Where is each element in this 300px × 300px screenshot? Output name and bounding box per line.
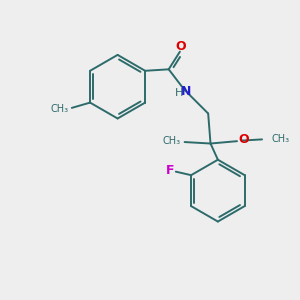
Text: N: N [181, 85, 192, 98]
Text: CH₃: CH₃ [272, 134, 290, 144]
Text: O: O [238, 134, 249, 146]
Text: O: O [176, 40, 186, 53]
Text: CH₃: CH₃ [163, 136, 181, 146]
Text: F: F [166, 164, 175, 177]
Text: H: H [175, 88, 183, 98]
Text: CH₃: CH₃ [50, 104, 68, 114]
